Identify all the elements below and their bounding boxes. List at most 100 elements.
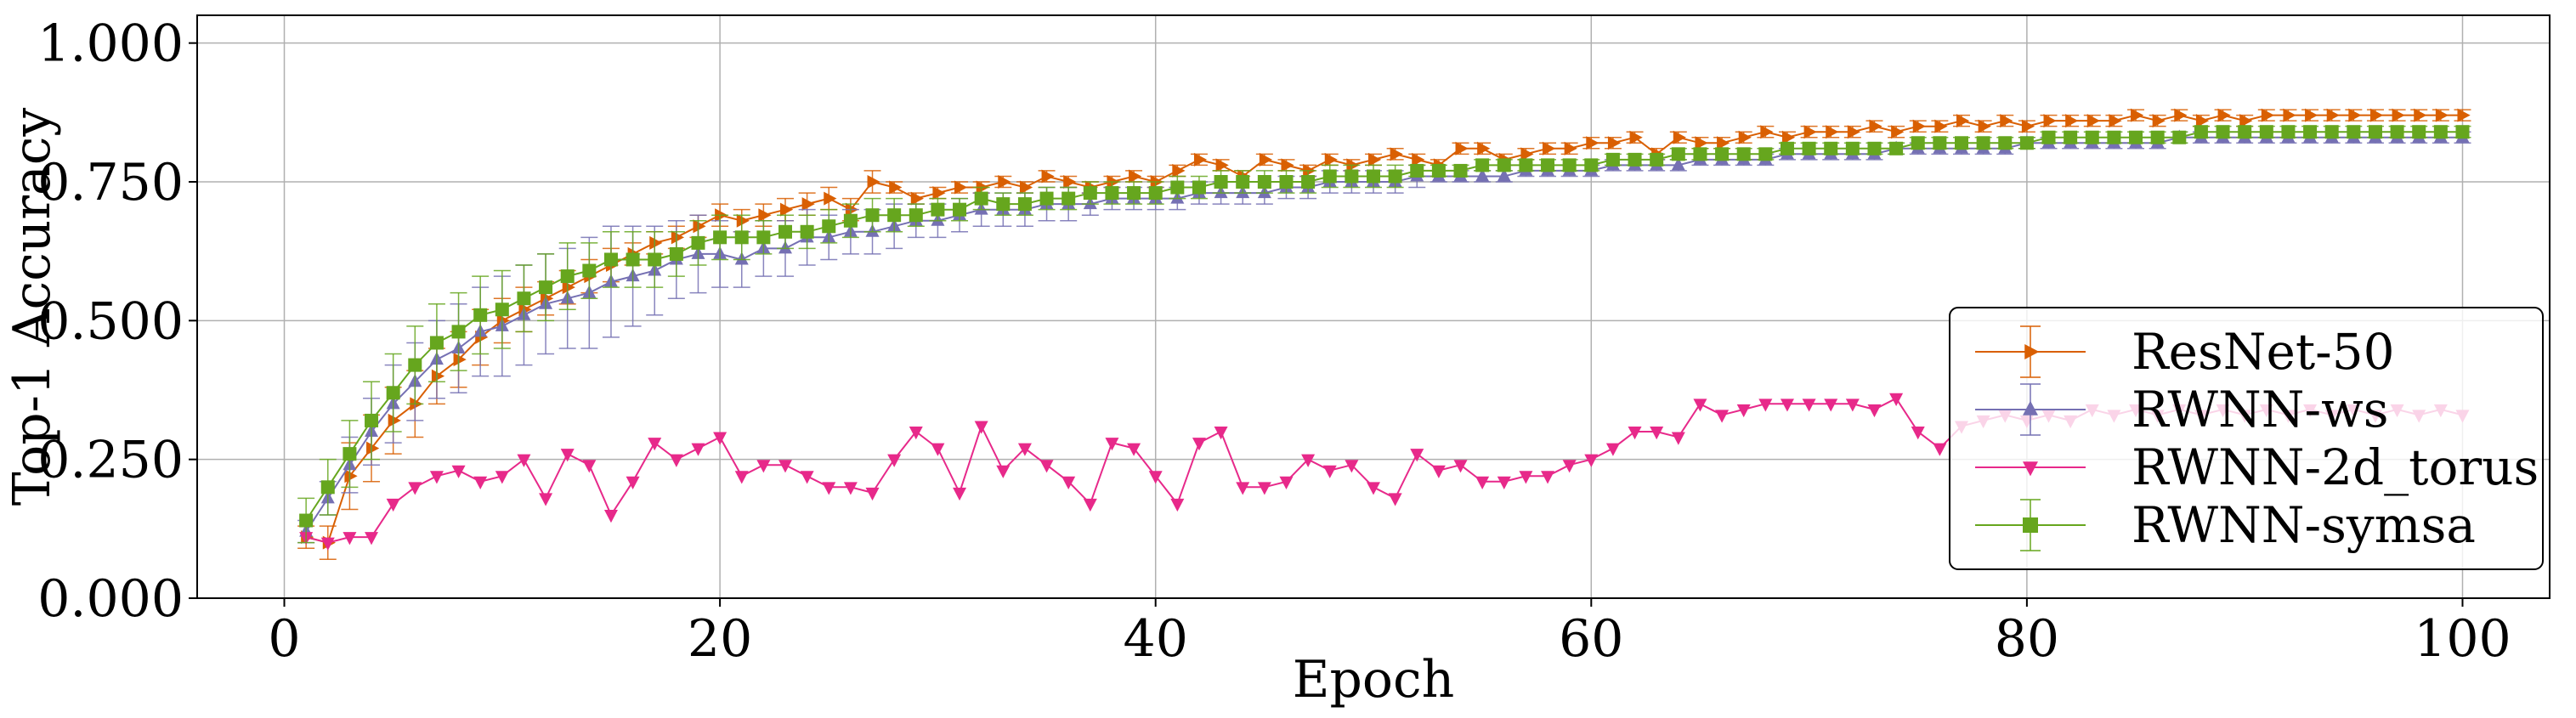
data-point [1780,141,1794,155]
data-point [1781,130,1796,144]
data-point [1279,175,1294,189]
data-point [1281,158,1294,172]
data-point [1802,141,1816,155]
data-point [1345,460,1359,473]
legend-box [1949,307,2544,570]
data-point [1019,180,1033,195]
data-point [734,230,749,245]
legend-marker [2023,461,2038,477]
data-point [1758,147,1773,161]
data-point [1584,158,1599,172]
data-point [1497,476,1511,489]
data-point [1629,130,1643,144]
data-point [603,252,618,267]
data-point [1519,471,1533,484]
y-tick-label: 0.750 [37,153,184,212]
data-point [2368,125,2382,139]
data-point [1105,186,1119,201]
data-point [626,476,640,489]
data-point [1605,152,1620,167]
data-point [495,471,509,484]
data-point [1869,119,1882,133]
data-point [473,476,488,489]
data-point [1978,119,1991,133]
series-rwnn-symsa [297,125,2471,544]
y-axis-label: Top-1 Accuracy [3,108,62,506]
data-point [1605,443,1620,456]
data-point [1301,175,1316,189]
data-point [1279,476,1294,489]
data-point [1083,498,1097,512]
axis-ticks: 0 20 40 60 80 100 0.000 0.250 0.500 0.750 1.000 [37,14,2511,669]
data-point [1889,393,1904,406]
data-point [1017,443,1032,456]
data-point [889,180,903,195]
data-point [2326,108,2340,122]
data-point [1214,175,1228,189]
data-point [1105,438,1119,451]
data-point [910,191,924,206]
data-point [1695,136,1708,150]
data-point [1845,399,1860,412]
data-point [1650,152,1664,167]
data-point [2261,108,2275,122]
data-point [1214,427,1228,440]
data-point [1671,432,1685,445]
data-point [822,482,836,495]
data-point [800,224,814,239]
data-point [451,325,466,339]
data-point [1410,449,1424,462]
data-point [1891,125,1905,139]
data-point [2324,125,2339,139]
data-point [1758,399,1773,412]
data-point [1041,169,1055,184]
data-point [429,471,444,484]
data-point [2216,125,2230,139]
data-point [1955,136,1968,150]
legend-label: ResNet-50 [2132,323,2395,381]
data-point [1170,498,1185,512]
data-point [2259,125,2273,139]
data-point [1477,141,1491,155]
data-point [1976,136,1990,150]
data-point [1584,454,1599,467]
data-point [1911,136,1925,150]
data-point [451,465,466,478]
data-point [734,471,749,484]
data-point [1497,168,1511,182]
data-point [1693,147,1707,161]
data-point [473,308,488,322]
data-point [1172,163,1186,178]
data-point [1148,186,1163,201]
data-point [344,469,358,483]
data-point [998,175,1011,189]
data-point [1586,136,1599,150]
data-point [1867,141,1882,155]
data-point [2390,125,2404,139]
data-point [974,421,988,434]
data-point [824,191,837,206]
data-point [2043,114,2057,128]
series-line [305,136,2463,533]
data-point [648,252,662,267]
data-point [560,269,575,284]
data-point [2283,108,2296,122]
series-line [305,131,2463,522]
legend-marker [2023,517,2038,533]
data-point [1543,141,1556,155]
x-tick-label: 20 [688,609,752,669]
data-point [909,208,923,223]
data-point [2109,114,2122,128]
data-point [909,427,923,440]
data-point [431,369,445,383]
data-point [2303,125,2318,139]
data-point [2217,108,2231,122]
data-point [1693,399,1707,412]
data-point [1455,141,1469,155]
data-point [2392,108,2405,122]
data-point [1717,136,1730,150]
data-point [408,358,422,372]
data-point [1193,152,1208,167]
